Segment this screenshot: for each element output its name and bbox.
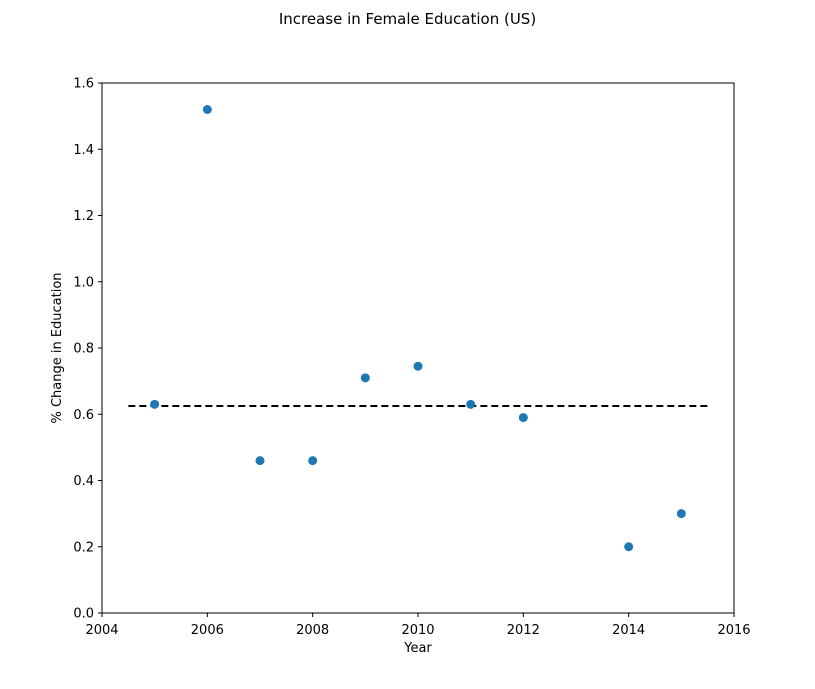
x-tick-label: 2014 (612, 623, 645, 638)
y-tick-label: 0.0 (73, 607, 94, 622)
y-tick-label: 1.4 (73, 143, 94, 158)
x-tick-label: 2016 (717, 623, 750, 638)
y-tick-label: 0.4 (73, 474, 94, 489)
x-tick-label: 2010 (401, 623, 434, 638)
y-axis-label: % Change in Education (50, 272, 65, 423)
y-tick-label: 0.2 (73, 540, 94, 555)
data-point-2007 (255, 456, 265, 466)
chart-title: Increase in Female Education (US) (278, 10, 537, 28)
data-point-2006 (202, 105, 212, 114)
y-tick-label: 1.2 (73, 209, 94, 224)
data-point-2005 (150, 399, 160, 409)
data-point-2009 (360, 373, 370, 383)
x-tick-label: 2006 (191, 623, 224, 638)
x-tick-label: 2012 (507, 623, 540, 638)
x-tick-label: 2008 (296, 623, 329, 638)
x-tick-label: 2004 (85, 623, 118, 638)
data-point-2014 (624, 542, 634, 552)
data-point-2008 (308, 456, 318, 466)
data-point-2010 (413, 361, 423, 371)
y-tick-label: 1.6 (73, 77, 94, 92)
data-point-2012 (518, 413, 528, 423)
y-tick-label: 1.0 (73, 275, 94, 290)
axes-frame (101, 82, 735, 614)
x-axis-label: Year (403, 641, 432, 656)
y-tick-label: 0.8 (73, 342, 94, 357)
data-point-2015 (676, 509, 686, 519)
data-point-2011 (466, 399, 476, 409)
y-tick-label: 0.6 (73, 408, 94, 423)
plot-area: 2004 2006 2008 2010 2012 2014 2016 0.0 0.2 0.4 0.6… (50, 77, 751, 657)
